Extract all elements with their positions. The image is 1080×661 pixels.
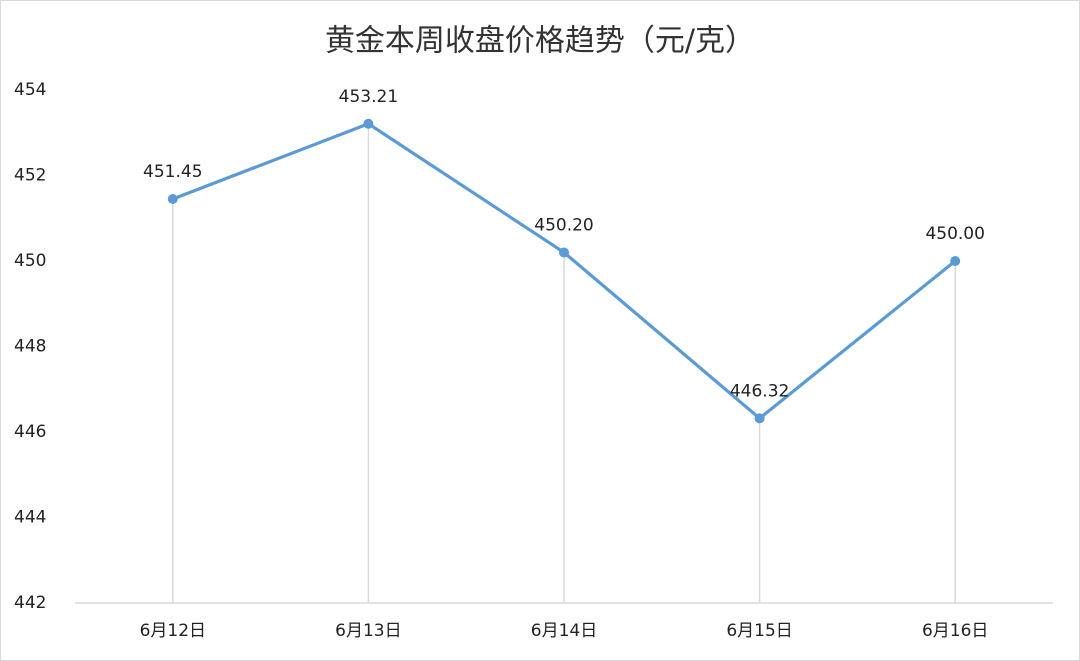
y-tick-label: 448 [14,337,46,357]
y-tick-label: 446 [14,422,46,442]
y-tick-label: 444 [14,508,46,528]
y-tick-label: 452 [14,166,46,186]
x-tick-label: 6月15日 [726,621,792,641]
data-label: 446.32 [730,381,789,401]
y-tick-label: 454 [14,80,46,100]
y-tick-label: 450 [14,251,46,271]
x-tick-label: 6月13日 [335,621,401,641]
y-tick-label: 442 [14,593,46,613]
data-label: 451.45 [143,162,202,182]
x-tick-label: 6月12日 [140,621,206,641]
point [167,194,178,205]
point [559,247,569,258]
data-label: 453.21 [339,87,398,107]
point [950,256,961,266]
point [363,118,374,129]
data-label: 450.20 [534,215,593,235]
data-label: 450.00 [925,224,984,244]
chart-title: 黄金本周收盘价格趋势（元/克） [325,24,755,59]
point [754,413,765,424]
x-tick-label: 6月14日 [531,621,597,641]
x-tick-label: 6月16日 [922,621,988,641]
